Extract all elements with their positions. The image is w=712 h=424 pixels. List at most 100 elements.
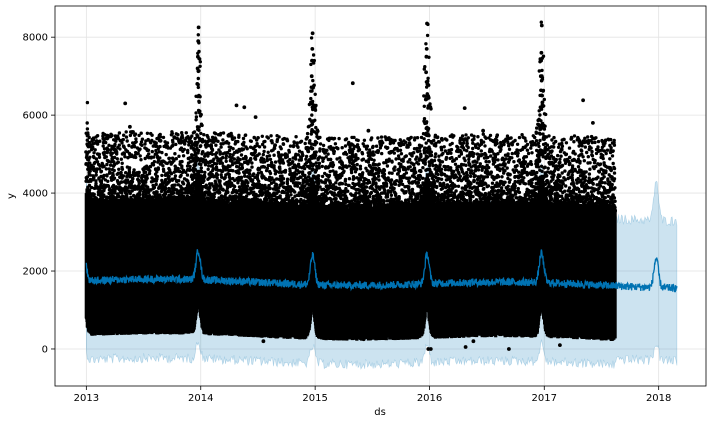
observed-point bbox=[198, 60, 202, 64]
observed-point bbox=[285, 153, 289, 157]
observed-point bbox=[95, 142, 100, 146]
observed-point bbox=[95, 160, 100, 164]
observed-point bbox=[110, 133, 114, 138]
observed-point bbox=[134, 140, 138, 144]
observed-point bbox=[252, 172, 256, 176]
observed-point bbox=[101, 144, 105, 148]
observed-point bbox=[257, 145, 262, 149]
observed-point bbox=[137, 133, 141, 138]
observed-point bbox=[117, 143, 122, 147]
observed-point bbox=[91, 165, 96, 169]
observed-point bbox=[218, 179, 222, 183]
observed-point bbox=[147, 190, 151, 195]
observed-point bbox=[355, 162, 359, 167]
observed-point bbox=[138, 147, 142, 151]
observed-point bbox=[215, 173, 220, 177]
observed-point bbox=[394, 157, 398, 161]
observed-point bbox=[221, 131, 226, 135]
observed-point bbox=[173, 152, 177, 156]
observed-point bbox=[93, 148, 97, 152]
observed-point bbox=[112, 176, 117, 180]
observed-point bbox=[382, 168, 387, 173]
observed-point bbox=[285, 139, 290, 143]
observed-point bbox=[376, 174, 381, 178]
observed-point bbox=[112, 155, 117, 160]
observed-point bbox=[166, 173, 170, 178]
observed-point bbox=[106, 179, 110, 183]
observed-point bbox=[361, 157, 366, 161]
observed-point bbox=[346, 189, 350, 193]
observed-point bbox=[158, 139, 163, 143]
observed-point bbox=[317, 166, 321, 170]
observed-point bbox=[362, 138, 367, 142]
observed-point bbox=[202, 133, 206, 137]
observed-point bbox=[390, 171, 394, 175]
observed-point bbox=[115, 157, 120, 161]
observed-point bbox=[97, 152, 102, 156]
observed-point bbox=[155, 151, 159, 156]
observed-point bbox=[377, 162, 381, 166]
observed-point bbox=[155, 190, 159, 194]
observed-point bbox=[152, 160, 157, 164]
observed-point bbox=[162, 169, 166, 173]
observed-point bbox=[281, 161, 286, 165]
observed-point bbox=[325, 148, 329, 152]
observed-point bbox=[145, 131, 150, 135]
observed-point bbox=[85, 127, 90, 131]
observed-point bbox=[137, 170, 141, 175]
observed-point bbox=[199, 112, 203, 117]
observed-point bbox=[340, 146, 344, 150]
observed-point bbox=[184, 131, 188, 135]
observed-point bbox=[105, 150, 110, 155]
observed-point bbox=[102, 173, 106, 178]
observed-point bbox=[294, 157, 298, 161]
observed-point bbox=[183, 142, 187, 146]
observed-point bbox=[115, 150, 119, 154]
observed-point bbox=[369, 138, 373, 142]
observed-point bbox=[255, 173, 260, 177]
observed-point bbox=[358, 167, 363, 171]
observed-point bbox=[129, 173, 133, 178]
observed-point bbox=[340, 182, 345, 186]
observed-point bbox=[94, 179, 98, 183]
observed-point bbox=[206, 167, 210, 171]
observed-point bbox=[123, 155, 127, 159]
observed-point bbox=[272, 191, 276, 195]
observed-point bbox=[164, 152, 168, 157]
observed-point bbox=[374, 144, 379, 148]
observed-point bbox=[186, 150, 190, 155]
observed-point bbox=[94, 173, 98, 177]
observed-point bbox=[355, 167, 359, 171]
observed-point bbox=[140, 137, 145, 141]
observed-point bbox=[165, 144, 169, 148]
observed-point bbox=[288, 167, 292, 171]
observed-point bbox=[270, 139, 274, 143]
observed-point bbox=[129, 153, 134, 157]
observed-point bbox=[244, 194, 249, 198]
observed-point bbox=[147, 152, 151, 156]
observed-point bbox=[91, 154, 96, 159]
observed-point bbox=[88, 173, 92, 177]
observed-point bbox=[209, 144, 214, 148]
observed-point bbox=[266, 136, 270, 140]
observed-point bbox=[199, 162, 203, 167]
observed-point bbox=[218, 183, 222, 187]
observed-point bbox=[392, 151, 396, 155]
observed-point bbox=[216, 139, 220, 143]
observed-point bbox=[127, 143, 131, 148]
observed-point bbox=[101, 193, 106, 197]
observed-point bbox=[99, 181, 104, 185]
observed-point bbox=[297, 170, 302, 174]
observed-point bbox=[393, 182, 398, 186]
observed-point bbox=[308, 171, 312, 175]
observed-point bbox=[268, 157, 273, 162]
observed-point bbox=[194, 115, 199, 119]
observed-point bbox=[108, 187, 112, 191]
observed-point bbox=[154, 179, 158, 183]
observed-point bbox=[245, 147, 249, 151]
observed-point bbox=[176, 133, 180, 137]
observed-point bbox=[139, 131, 143, 135]
observed-point bbox=[384, 184, 389, 188]
observed-point bbox=[170, 161, 174, 165]
